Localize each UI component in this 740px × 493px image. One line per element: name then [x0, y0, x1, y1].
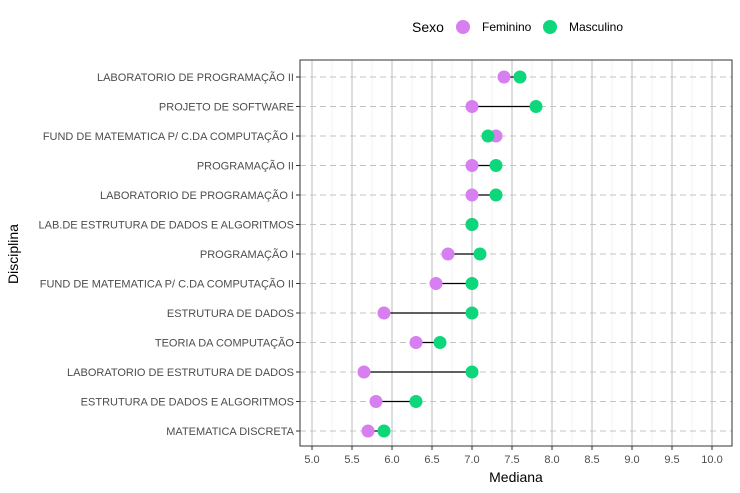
- y-tick-label: MATEMATICA DISCRETA: [166, 426, 294, 438]
- point-feminino: [465, 100, 479, 113]
- point-feminino: [369, 395, 383, 408]
- y-tick-label: FUND DE MATEMATICA P/ C.DA COMPUTAÇÃO I: [43, 130, 294, 143]
- y-tick-label: TEORIA DA COMPUTAÇÃO: [155, 337, 295, 350]
- x-tick-label: 7.0: [464, 454, 479, 466]
- point-feminino: [497, 70, 511, 84]
- y-tick-label: FUND DE MATEMATICA P/ C.DA COMPUTAÇÃO II: [40, 278, 294, 291]
- x-axis-title: Mediana: [489, 469, 543, 485]
- y-tick-label: ESTRUTURA DE DADOS: [167, 308, 294, 320]
- point-feminino: [377, 306, 391, 320]
- point-masculino: [473, 247, 487, 261]
- x-tick-label: 8.5: [584, 454, 599, 466]
- y-tick-label: ESTRUTURA DE DADOS E ALGORITMOS: [81, 397, 294, 409]
- point-masculino: [513, 70, 527, 84]
- legend: Sexo Feminino Masculino: [412, 19, 623, 35]
- point-feminino: [429, 277, 443, 290]
- plot-area: 5.0 5.5 6.0 6.5 7.0 7.5 8.0 8.5 9.0 9.5 10.0 LABORA…: [39, 59, 733, 466]
- x-tick-label: 6.5: [424, 454, 439, 466]
- point-feminino: [465, 159, 479, 172]
- point-masculino: [409, 395, 423, 408]
- legend-label-masculino: Masculino: [569, 20, 623, 34]
- point-masculino: [481, 129, 495, 143]
- y-tick-label: LABORATORIO DE ESTRUTURA DE DADOS: [67, 367, 294, 379]
- plot-panel-border: [299, 59, 733, 447]
- y-tick-label: LABORATORIO DE PROGRAMAÇÃO II: [97, 71, 294, 84]
- point-feminino: [361, 424, 375, 438]
- x-tick-label: 7.5: [504, 454, 519, 466]
- point-masculino: [465, 306, 479, 320]
- point-masculino: [465, 277, 479, 290]
- x-tick-label: 9.0: [624, 454, 639, 466]
- legend-key-feminino: [456, 20, 470, 34]
- x-tick-label: 9.5: [664, 454, 679, 466]
- x-tick-label: 5.0: [304, 454, 319, 466]
- x-tick-label: 5.5: [344, 454, 359, 466]
- point-feminino: [357, 365, 371, 379]
- plot-panel: [299, 59, 733, 447]
- legend-key-masculino: [543, 20, 557, 34]
- legend-label-feminino: Feminino: [482, 20, 532, 34]
- y-tick-label: PROGRAMAÇÃO II: [197, 160, 294, 173]
- y-tick-label: LAB.DE ESTRUTURA DE DADOS E ALGORITMOS: [39, 220, 295, 232]
- point-masculino: [529, 100, 543, 113]
- point-masculino: [489, 188, 503, 202]
- point-feminino: [409, 336, 423, 349]
- point-masculino: [377, 424, 391, 438]
- point-masculino: [465, 218, 479, 231]
- x-tick-label: 10.0: [701, 454, 722, 466]
- y-tick-label: PROJETO DE SOFTWARE: [159, 102, 294, 114]
- point-masculino: [465, 365, 479, 379]
- point-feminino: [441, 247, 455, 261]
- legend-title: Sexo: [412, 19, 444, 35]
- point-feminino: [465, 188, 479, 202]
- point-masculino: [433, 336, 447, 349]
- y-axis-title: Disciplina: [5, 224, 21, 284]
- y-tick-label: PROGRAMAÇÃO I: [200, 248, 294, 261]
- y-tick-label: LABORATORIO DE PROGRAMAÇÃO I: [100, 189, 294, 202]
- x-tick-label: 6.0: [384, 454, 399, 466]
- x-tick-label: 8.0: [544, 454, 559, 466]
- point-masculino: [489, 159, 503, 172]
